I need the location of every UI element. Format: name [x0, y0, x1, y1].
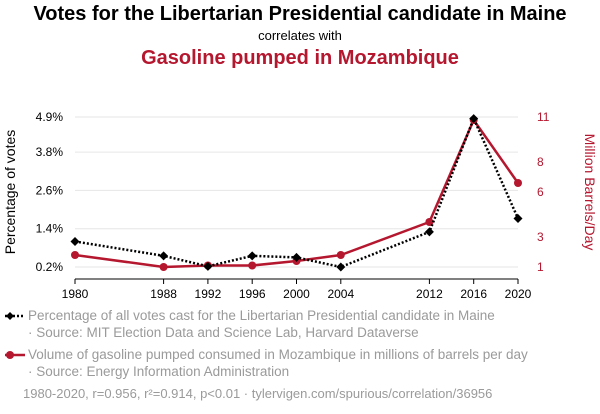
- chart-title: Votes for the Libertarian Presidential c…: [33, 3, 567, 25]
- y-axis-ticks: 0.2% 1.4% 2.6% 3.8% 4.9%: [36, 110, 64, 274]
- series-layer: [70, 114, 523, 272]
- x-tick-label: 2000: [283, 287, 310, 301]
- x-tick-label: 1992: [195, 287, 222, 301]
- data-point-votes: [247, 251, 257, 261]
- data-point-gasoline: [71, 251, 79, 259]
- data-point-votes: [424, 227, 434, 237]
- series-line-votes: [74, 115, 520, 269]
- data-point-votes: [70, 236, 80, 246]
- title-block: Votes for the Libertarian Presidential c…: [0, 0, 600, 70]
- data-point-votes: [469, 114, 479, 124]
- data-point-gasoline: [248, 261, 257, 270]
- legend-label-series1: Percentage of all votes cast for the Lib…: [28, 308, 495, 323]
- y2-axis-ticks: 1 3 6 8 11: [537, 110, 550, 274]
- y2-tick-label: 3: [537, 230, 544, 244]
- data-point-gasoline: [336, 251, 345, 259]
- legend-item-series1: Percentage of all votes cast for the Lib…: [4, 307, 598, 341]
- x-tick-label: 2004: [327, 287, 354, 301]
- y2-tick-label: 6: [537, 185, 544, 199]
- chart-title-secondary: Gasoline pumped in Mozambique: [141, 47, 459, 69]
- x-tick-label: 1996: [239, 287, 266, 301]
- y2-tick-label: 1: [537, 260, 544, 274]
- legend-source-series2: · Source: Energy Information Administrat…: [28, 364, 290, 379]
- series-line-gasoline: [74, 118, 520, 269]
- y2-axis-label: Million Barrels/Day: [582, 134, 598, 251]
- legend-label-series2: Volume of gasoline pumped consumed in Mo…: [28, 347, 528, 362]
- legend-marker-series1: [5, 312, 25, 320]
- x-tick-label: 1988: [150, 287, 177, 301]
- footer-stats: 1980-2020, r=0.956, r²=0.914, p<0.01 · t…: [23, 386, 493, 401]
- data-point-votes: [336, 262, 346, 272]
- gridlines: [75, 116, 518, 268]
- y-tick-label: 0.2%: [36, 260, 64, 274]
- legend-source-series1: · Source: MIT Election Data and Science …: [28, 325, 419, 340]
- data-point-votes: [292, 252, 301, 262]
- y-tick-label: 2.6%: [36, 183, 64, 197]
- y-tick-label: 4.9%: [36, 110, 64, 124]
- y-tick-label: 1.4%: [36, 222, 64, 236]
- y2-tick-label: 8: [537, 155, 544, 169]
- x-tick-label: 2012: [416, 287, 443, 301]
- data-point-votes: [513, 213, 523, 223]
- x-axis-ticks: 1980 1988 1992 1996 2000 2004 2012 2016 2020: [62, 279, 532, 301]
- y2-tick-label: 11: [537, 110, 550, 124]
- y-axis-label: Percentage of votes: [2, 130, 18, 255]
- data-point-votes: [159, 251, 169, 261]
- x-tick-label: 1980: [62, 287, 89, 301]
- x-tick-label: 2016: [460, 287, 487, 301]
- legend-marker-series2: [5, 351, 25, 359]
- x-tick-label: 2020: [505, 287, 532, 301]
- data-point-votes: [203, 261, 213, 271]
- chart-subtitle: correlates with: [258, 28, 342, 43]
- data-point-gasoline: [514, 179, 522, 187]
- legend-item-series2: Volume of gasoline pumped consumed in Mo…: [4, 346, 598, 380]
- y-tick-label: 3.8%: [36, 145, 64, 159]
- data-point-gasoline: [159, 263, 168, 271]
